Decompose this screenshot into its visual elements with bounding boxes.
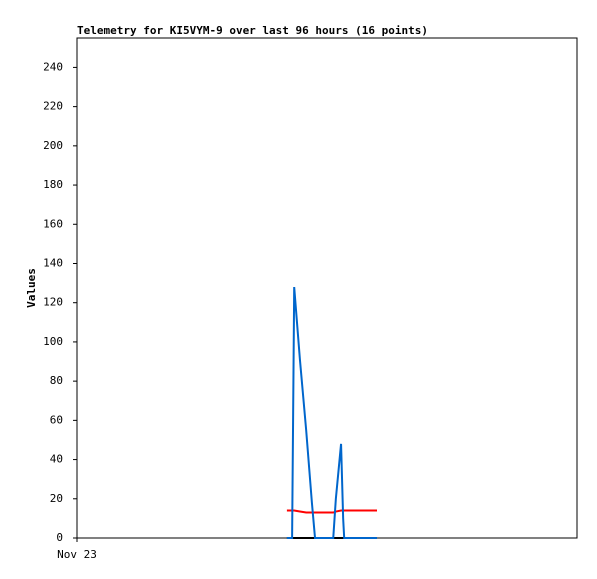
plot-frame <box>76 37 578 539</box>
y-tick-label: 180 <box>43 178 63 191</box>
y-tick-label: 0 <box>56 531 63 544</box>
y-tick-label: 80 <box>50 374 63 387</box>
series-line <box>286 286 377 539</box>
x-tick-label: Nov 23 <box>57 548 97 561</box>
y-tick-label: 40 <box>50 453 63 466</box>
y-tick-label: 240 <box>43 60 63 73</box>
series-line <box>286 509 377 514</box>
chart-title: Telemetry for KI5VYM-9 over last 96 hour… <box>77 24 428 37</box>
y-tick-label: 140 <box>43 256 63 269</box>
y-tick-label: 120 <box>43 296 63 309</box>
y-tick-label: 160 <box>43 217 63 230</box>
y-tick-label: 100 <box>43 335 63 348</box>
y-axis-label: Values <box>25 268 38 308</box>
y-tick-label: 20 <box>50 492 63 505</box>
y-tick-label: 200 <box>43 139 63 152</box>
y-tick-label: 60 <box>50 413 63 426</box>
y-tick-label: 220 <box>43 100 63 113</box>
